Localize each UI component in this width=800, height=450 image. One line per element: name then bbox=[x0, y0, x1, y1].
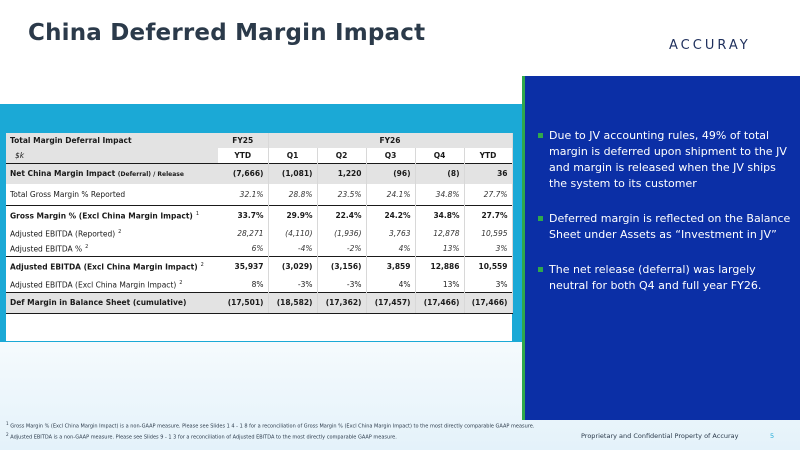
table-cell: 29.9% bbox=[268, 204, 318, 226]
page-title: China Deferred Margin Impact bbox=[28, 20, 426, 46]
confidential-footer: Proprietary and Confidential Property of… bbox=[581, 432, 739, 440]
table-cell: 4% bbox=[366, 277, 416, 292]
table-header-label: Total Margin Deferral Impact bbox=[6, 133, 218, 148]
table-cell: 3% bbox=[464, 277, 513, 292]
fy26-header: FY26 bbox=[268, 133, 513, 148]
subheader: Q1 bbox=[268, 148, 318, 163]
table-cell: 10,595 bbox=[464, 226, 513, 241]
row-label: Adjusted EBITDA % 2 bbox=[10, 243, 89, 254]
row-label: Adjusted EBITDA (Reported) 2 bbox=[10, 228, 122, 239]
table-cell: 4% bbox=[366, 241, 416, 256]
row-label: Net China Margin Impact (Deferral) / Rel… bbox=[6, 162, 218, 184]
table-cell: 12,878 bbox=[415, 226, 465, 241]
table-cell: 13% bbox=[415, 241, 465, 256]
table-row: Adjusted EBITDA (Reported) 2 28,271 (4,11… bbox=[6, 226, 513, 241]
table-cell: (3,029) bbox=[268, 255, 318, 277]
table-cell: 13% bbox=[415, 277, 465, 292]
table-cell: 33.7% bbox=[218, 204, 269, 226]
subheader: YTD bbox=[218, 148, 269, 163]
units-label: $k bbox=[6, 148, 218, 163]
table-cell: 1,220 bbox=[317, 162, 367, 184]
subheader: Q4 bbox=[415, 148, 465, 163]
table-cell: 6% bbox=[218, 241, 269, 256]
bullet-square-icon bbox=[538, 133, 543, 138]
subheader: Q3 bbox=[366, 148, 416, 163]
row-label: Adjusted EBITDA (Excl China Margin Impac… bbox=[6, 255, 218, 277]
table-cell: (17,466) bbox=[415, 291, 465, 314]
table-row: Adjusted EBITDA % 2 6% -4% -2% 4% 13% 3% bbox=[6, 241, 513, 256]
footnote-2: 2 Adjusted EBITDA is a non-GAAP measure.… bbox=[6, 431, 397, 441]
table-cell: (3,156) bbox=[317, 255, 367, 277]
table-cell: 12,886 bbox=[415, 255, 465, 277]
fy25-header: FY25 bbox=[218, 133, 269, 148]
table-cell: (1,936) bbox=[317, 226, 367, 241]
table-cell: -4% bbox=[268, 241, 318, 256]
table-cell: 35,937 bbox=[218, 255, 269, 277]
table-cell: (8) bbox=[415, 162, 465, 184]
subheader: YTD bbox=[464, 148, 513, 163]
table-cell: 3% bbox=[464, 241, 513, 256]
subheader: Q2 bbox=[317, 148, 367, 163]
table-cell: -3% bbox=[268, 277, 318, 292]
bullet-square-icon bbox=[538, 216, 543, 221]
table-cell: 3,859 bbox=[366, 255, 416, 277]
table-cell: 23.5% bbox=[317, 184, 367, 205]
row-label: Def Margin in Balance Sheet (cumulative) bbox=[6, 291, 218, 314]
table-row: Total Gross Margin % Reported 32.1% 28.8… bbox=[6, 184, 513, 205]
table-cell: (4,110) bbox=[268, 226, 318, 241]
table-cell: 3,763 bbox=[366, 226, 416, 241]
green-divider bbox=[522, 76, 525, 420]
table-header-row-1: Total Margin Deferral Impact FY25 FY26 bbox=[6, 133, 513, 148]
bullet-list: Due to JV accounting rules, 49% of total… bbox=[538, 128, 796, 313]
table-cell: (17,457) bbox=[366, 291, 416, 314]
table-cell: 24.2% bbox=[366, 204, 416, 226]
table-cell: (96) bbox=[366, 162, 416, 184]
row-label: Gross Margin % (Excl China Margin Impact… bbox=[6, 204, 218, 226]
accuray-logo: ACCURAY bbox=[669, 38, 751, 53]
row-label: Adjusted EBITDA (Excl China Margin Impac… bbox=[10, 279, 183, 290]
bullet-square-icon bbox=[538, 267, 543, 272]
table-header-row-2: $k YTD Q1 Q2 Q3 Q4 YTD bbox=[6, 148, 513, 163]
row-label: Total Gross Margin % Reported bbox=[10, 189, 126, 199]
bullet-item: The net release (deferral) was largely n… bbox=[538, 262, 796, 294]
blue-panel bbox=[525, 76, 800, 420]
table-cell: (17,362) bbox=[317, 291, 367, 314]
table-cell: 8% bbox=[218, 277, 269, 292]
table-cell: 34.8% bbox=[415, 204, 465, 226]
table-cell: -2% bbox=[317, 241, 367, 256]
table-row: Def Margin in Balance Sheet (cumulative)… bbox=[6, 291, 513, 314]
table-cell: 24.1% bbox=[366, 184, 416, 205]
table-cell: 36 bbox=[464, 162, 513, 184]
table-cell: 28,271 bbox=[218, 226, 269, 241]
table-cell: 27.7% bbox=[464, 204, 513, 226]
table-row: Adjusted EBITDA (Excl China Margin Impac… bbox=[6, 277, 513, 292]
table-cell: 10,559 bbox=[464, 255, 513, 277]
margin-deferral-table: Total Margin Deferral Impact FY25 FY26 $… bbox=[6, 133, 513, 341]
table-cell: 22.4% bbox=[317, 204, 367, 226]
bullet-item: Deferred margin is reflected on the Bala… bbox=[538, 211, 796, 243]
page-number: 5 bbox=[770, 432, 775, 440]
table-cell: (18,582) bbox=[268, 291, 318, 314]
footnote-1: 1 Gross Margin % (Excl China Margin Impa… bbox=[6, 421, 535, 430]
table-cell: (17,466) bbox=[464, 291, 513, 314]
footnotes: 1 Gross Margin % (Excl China Margin Impa… bbox=[6, 420, 566, 441]
table-cell: 28.8% bbox=[268, 184, 318, 205]
table-cell: 32.1% bbox=[218, 184, 269, 205]
bullet-item: Due to JV accounting rules, 49% of total… bbox=[538, 128, 796, 192]
table-row: Adjusted EBITDA (Excl China Margin Impac… bbox=[6, 255, 513, 277]
table-cell: (17,501) bbox=[218, 291, 269, 314]
table-row: Gross Margin % (Excl China Margin Impact… bbox=[6, 204, 513, 226]
table-row: Net China Margin Impact (Deferral) / Rel… bbox=[6, 162, 513, 184]
table-cell: -3% bbox=[317, 277, 367, 292]
table-cell: (1,081) bbox=[268, 162, 318, 184]
table-cell: (7,666) bbox=[218, 162, 269, 184]
table-cell: 34.8% bbox=[415, 184, 465, 205]
table-cell: 27.7% bbox=[464, 184, 513, 205]
